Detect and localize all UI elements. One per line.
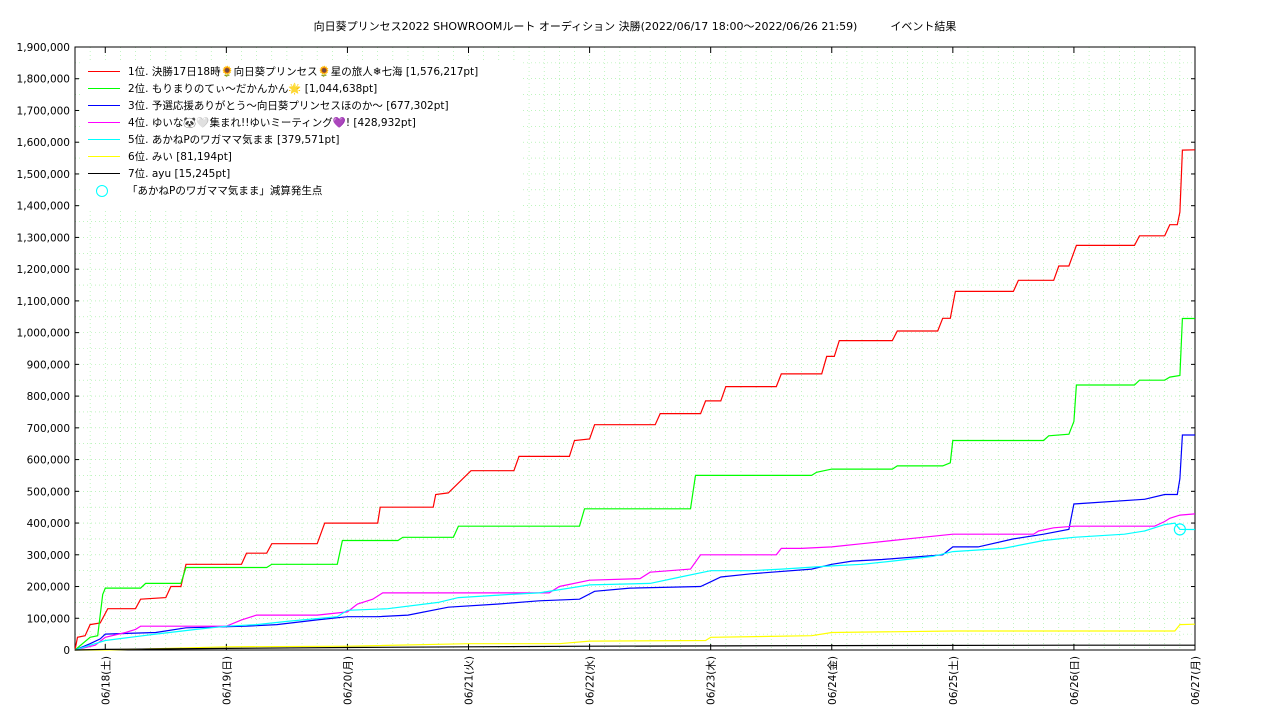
circle-marker-icon <box>96 184 108 197</box>
legend-swatch <box>88 139 120 140</box>
legend-item-marker: 「あかねPのワガママ気まま」減算発生点 <box>88 182 322 199</box>
x-tick-label: 06/26(日) <box>1069 656 1081 705</box>
series-line-4 <box>74 513 1195 651</box>
legend-item-2: 2位. もりまりのてぃ〜だかんかん🌟 [1,044,638pt] <box>88 80 377 97</box>
legend-label: 1位. 決勝17日18時🌻向日葵プリンセス🌻星の旅人❄七海 [1,576,217… <box>128 66 479 78</box>
legend-swatch <box>88 105 120 106</box>
y-tick-label: 400,000 <box>27 518 70 530</box>
y-tick-label: 600,000 <box>27 455 70 467</box>
chart-title: 向日葵プリンセス2022 SHOWROOMルート オーディション 決勝(2022… <box>313 20 957 33</box>
x-tick-label: 06/18(土) <box>99 656 112 705</box>
legend-swatch <box>88 173 120 174</box>
series-line-3 <box>74 434 1195 651</box>
legend-item-3: 3位. 予選応援ありがとう〜向日葵プリンセスほのか〜 [677,302pt] <box>88 97 449 114</box>
legend-item-4: 4位. ゆいな🐼🤍集まれ!!ゆいミーティング💜! [428,932pt] <box>88 114 416 131</box>
series-line-2 <box>74 317 1195 651</box>
legend-label: 2位. もりまりのてぃ〜だかんかん🌟 [1,044,638pt] <box>128 83 378 95</box>
y-tick-label: 100,000 <box>27 613 70 625</box>
legend-label: 5位. あかねPのワガママ気まま [379,571pt] <box>128 134 340 146</box>
y-tick-label: 800,000 <box>27 391 70 403</box>
legend-label: 7位. ayu [15,245pt] <box>128 168 231 180</box>
plot-frame <box>74 46 1196 651</box>
legend-label: 3位. 予選応援ありがとう〜向日葵プリンセスほのか〜 [677,302pt] <box>128 100 449 112</box>
x-tick-label: 06/21(火) <box>464 656 476 705</box>
legend-item-1: 1位. 決勝17日18時🌻向日葵プリンセス🌻星の旅人❄七海 [1,576,217… <box>88 63 478 80</box>
y-tick-label: 300,000 <box>27 550 70 562</box>
legend-swatch <box>88 88 120 89</box>
legend-item-7: 7位. ayu [15,245pt] <box>88 165 230 182</box>
deduction-marker <box>1173 523 1186 536</box>
legend-label: 4位. ゆいな🐼🤍集まれ!!ゆいミーティング💜! [428,932pt] <box>128 117 416 129</box>
y-tick-label: 0 <box>63 645 70 657</box>
legend-swatch <box>88 156 120 157</box>
y-tick-label: 1,800,000 <box>17 74 70 86</box>
x-tick-label: 06/25(土) <box>947 656 960 705</box>
legend-label: 「あかねPのワガママ気まま」減算発生点 <box>127 185 323 197</box>
y-tick-label: 500,000 <box>27 486 70 498</box>
legend-swatch <box>88 71 120 72</box>
x-tick-label: 06/19(日) <box>221 656 233 705</box>
y-tick-label: 1,100,000 <box>17 296 70 308</box>
legend-label: 6位. みい [81,194pt] <box>128 151 232 163</box>
y-tick-label: 1,000,000 <box>17 328 70 340</box>
y-tick-label: 1,600,000 <box>17 137 70 149</box>
x-tick-label: 06/22(水) <box>585 656 597 705</box>
x-tick-label: 06/27(月) <box>1190 656 1202 705</box>
series-line-6 <box>75 623 1195 651</box>
y-tick-label: 700,000 <box>27 423 70 435</box>
y-tick-label: 200,000 <box>27 582 70 594</box>
legend-item-5: 5位. あかねPのワガママ気まま [379,571pt] <box>88 131 339 148</box>
y-tick-label: 1,400,000 <box>17 201 70 213</box>
y-tick-label: 1,300,000 <box>17 232 70 244</box>
y-tick-label: 1,700,000 <box>17 105 70 117</box>
series-line-7 <box>74 644 1195 651</box>
y-tick-label: 1,200,000 <box>17 264 70 276</box>
x-tick-label: 06/23(木) <box>706 656 718 705</box>
legend-swatch <box>88 122 120 123</box>
series-line-1 <box>74 149 1195 651</box>
x-tick-label: 06/24(金) <box>826 656 839 705</box>
y-tick-label: 900,000 <box>27 359 70 371</box>
y-tick-label: 1,900,000 <box>17 42 70 54</box>
legend <box>80 60 520 208</box>
y-tick-label: 1,500,000 <box>17 169 70 181</box>
x-tick-label: 06/20(月) <box>342 656 354 705</box>
legend-item-6: 6位. みい [81,194pt] <box>88 148 232 165</box>
series-line-5 <box>74 522 1195 651</box>
